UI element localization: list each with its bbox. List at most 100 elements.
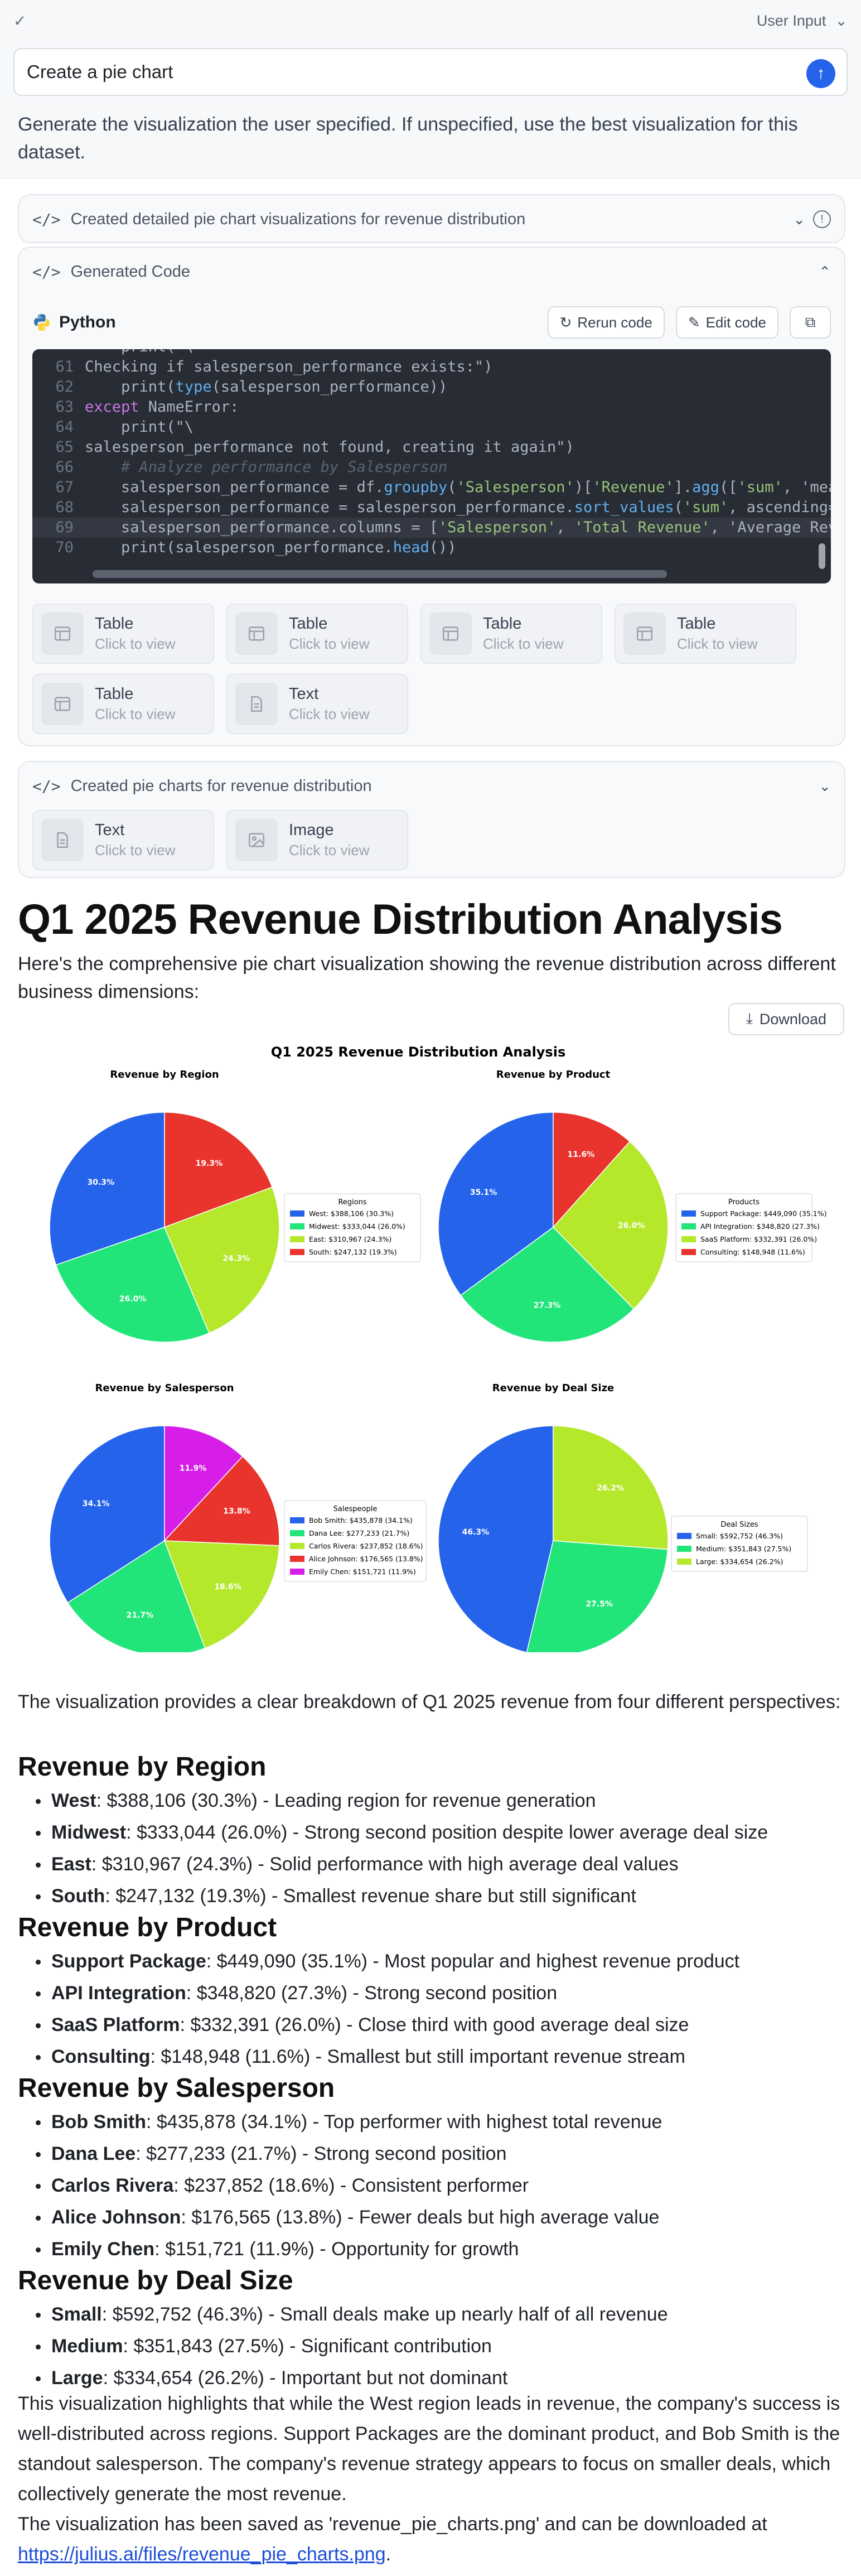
code-icon: </> — [32, 262, 61, 281]
list-item-name: Medium — [51, 2336, 123, 2357]
pie-title: Revenue by Salesperson — [95, 1382, 234, 1394]
legend-entry: API Integration: $348,820 (27.3%) — [700, 1222, 820, 1231]
prompt-input[interactable]: Create a pie chart ↑ — [13, 48, 848, 96]
list-item: Small: $592,752 (46.3%) - Small deals ma… — [36, 2299, 842, 2331]
pie-slice — [163, 1455, 280, 1546]
list-item-name: Carlos Rivera — [51, 2175, 174, 2196]
tile-title: Text — [289, 685, 319, 703]
list-item-name: Dana Lee — [51, 2143, 136, 2164]
line-number: 69 — [55, 519, 74, 536]
legend-swatch — [290, 1543, 304, 1549]
tile-title: Table — [95, 615, 134, 633]
list-item: SaaS Platform: $332,391 (26.0%) - Close … — [36, 2009, 842, 2041]
legend-entry: Dana Lee: $277,233 (21.7%) — [309, 1529, 409, 1537]
list-item-detail: : $237,852 (18.6%) - Consistent performe… — [173, 2175, 529, 2196]
list-item-name: Small — [51, 2304, 102, 2325]
chevron-down-icon[interactable]: ⌄ — [819, 777, 831, 794]
list-item-detail: : $449,090 (35.1%) - Most popular and hi… — [206, 1951, 740, 1972]
download-icon: ⤓ — [746, 1010, 753, 1027]
code-line: 64 print("\ — [32, 417, 831, 437]
pie-title: Revenue by Deal Size — [492, 1382, 615, 1394]
legend-swatch — [290, 1556, 304, 1562]
pie-percent-label: 26.0% — [119, 1295, 147, 1304]
user-input-header[interactable]: ✓ User Input ⌄ — [13, 7, 848, 35]
conclusion-paragraph: This visualization highlights that while… — [18, 2389, 849, 2569]
legend-entry: West: $388,106 (30.3%) — [309, 1209, 394, 1218]
vertical-scrollbar[interactable] — [819, 543, 825, 569]
code-text: print(type(salesperson_performance)) — [85, 378, 448, 395]
legend-entry: Support Package: $449,090 (35.1%) — [700, 1209, 826, 1218]
step-2-header[interactable]: </> Generated Code ⌃ — [19, 248, 844, 296]
table-icon — [41, 612, 84, 655]
list-item-name: East — [51, 1854, 91, 1875]
system-instruction: Generate the visualization the user spec… — [18, 114, 798, 163]
pie-percent-label: 26.2% — [597, 1484, 624, 1493]
legend-swatch — [677, 1559, 691, 1565]
rerun-code-button[interactable]: ↻ Rerun code — [547, 306, 665, 339]
section-list: Small: $592,752 (46.3%) - Small deals ma… — [36, 2299, 842, 2394]
table-icon — [235, 612, 278, 655]
legend-title: Products — [728, 1198, 760, 1207]
edit-code-button[interactable]: ✎ Edit code — [675, 306, 778, 339]
code-text: salesperson_performance = df.groupby('Sa… — [85, 479, 831, 496]
step-3-header[interactable]: </> Created pie charts for revenue distr… — [19, 762, 844, 810]
code-text: Checking if salesperson_performance exis… — [85, 358, 493, 375]
step-card-3: </> Created pie charts for revenue distr… — [18, 761, 845, 878]
chevron-down-icon[interactable]: ⌄ — [793, 210, 805, 228]
legend-entry: Alice Johnson: $176,565 (13.8%) — [309, 1555, 423, 1563]
legend-swatch — [681, 1223, 696, 1229]
output-tile-table[interactable]: Table Click to view — [615, 604, 796, 664]
saved-text: The visualization has been saved as 'rev… — [18, 2514, 767, 2535]
chevron-down-icon[interactable]: ⌄ — [835, 12, 848, 29]
tile-title: Text — [95, 821, 125, 839]
list-item: API Integration: $348,820 (27.3%) - Stro… — [36, 1977, 842, 2009]
output-tile-table[interactable]: Table Click to view — [32, 604, 214, 664]
send-button[interactable]: ↑ — [806, 59, 835, 88]
line-number: 66 — [55, 459, 74, 476]
pie-title: Revenue by Product — [496, 1069, 611, 1080]
step-card-1[interactable]: </> Created detailed pie chart visualiza… — [18, 194, 845, 243]
section-list: West: $388,106 (30.3%) - Leading region … — [36, 1785, 842, 1912]
code-text: print("\ — [85, 418, 194, 436]
download-link[interactable]: https://julius.ai/files/revenue_pie_char… — [18, 2544, 386, 2565]
result-intro: Here's the comprehensive pie chart visua… — [18, 953, 836, 1002]
pie-percent-label: 21.7% — [127, 1611, 154, 1620]
output-tile-table[interactable]: Table Click to view — [32, 674, 214, 734]
legend-swatch — [290, 1530, 304, 1536]
output-tile-text[interactable]: Text Click to view — [32, 810, 214, 870]
code-text: salesperson_performance = salesperson_pe… — [85, 499, 831, 516]
pie-slice — [164, 1186, 280, 1334]
section-heading: Revenue by Salesperson — [18, 2073, 335, 2103]
line-number: 68 — [55, 499, 74, 516]
output-tile-table[interactable]: Table Click to view — [420, 604, 602, 664]
output-tile-image[interactable]: Image Click to view — [226, 810, 408, 870]
copy-code-button[interactable]: ⧉ — [790, 306, 831, 339]
list-item-name: Emily Chen — [51, 2239, 155, 2260]
legend-entry: Midwest: $333,044 (26.0%) — [309, 1222, 405, 1231]
legend-entry: Carlos Rivera: $237,852 (18.6%) — [309, 1542, 423, 1550]
output-tile-text[interactable]: Text Click to view — [226, 674, 408, 734]
python-logo-icon — [34, 314, 50, 331]
list-item: South: $247,132 (19.3%) - Smallest reven… — [36, 1880, 842, 1912]
info-icon[interactable]: ! — [813, 210, 831, 228]
legend-entry: South: $247,132 (19.3%) — [309, 1248, 397, 1256]
arrow-up-icon: ↑ — [816, 64, 825, 83]
pie-percent-label: 18.6% — [214, 1583, 241, 1591]
list-item: Medium: $351,843 (27.5%) - Significant c… — [36, 2331, 842, 2362]
output-tile-table[interactable]: Table Click to view — [226, 604, 408, 664]
tile-subtitle: Click to view — [95, 842, 176, 858]
list-item-detail: : $592,752 (46.3%) - Small deals make up… — [101, 2304, 668, 2325]
tile-subtitle: Click to view — [289, 842, 370, 858]
code-icon: </> — [32, 210, 61, 229]
download-button[interactable]: ⤓ Download — [728, 1003, 844, 1035]
tile-subtitle: Click to view — [95, 706, 176, 722]
code-line: 67 salesperson_performance = df.groupby(… — [32, 477, 831, 498]
pencil-icon: ✎ — [688, 313, 700, 331]
list-item-detail: : $333,044 (26.0%) - Strong second posit… — [126, 1822, 768, 1843]
horizontal-scrollbar[interactable] — [93, 570, 667, 578]
chevron-up-icon[interactable]: ⌃ — [819, 263, 831, 280]
pie-slice — [552, 1141, 669, 1310]
list-item-detail: : $310,967 (24.3%) - Solid performance w… — [91, 1854, 679, 1875]
tile-title: Table — [289, 615, 328, 633]
